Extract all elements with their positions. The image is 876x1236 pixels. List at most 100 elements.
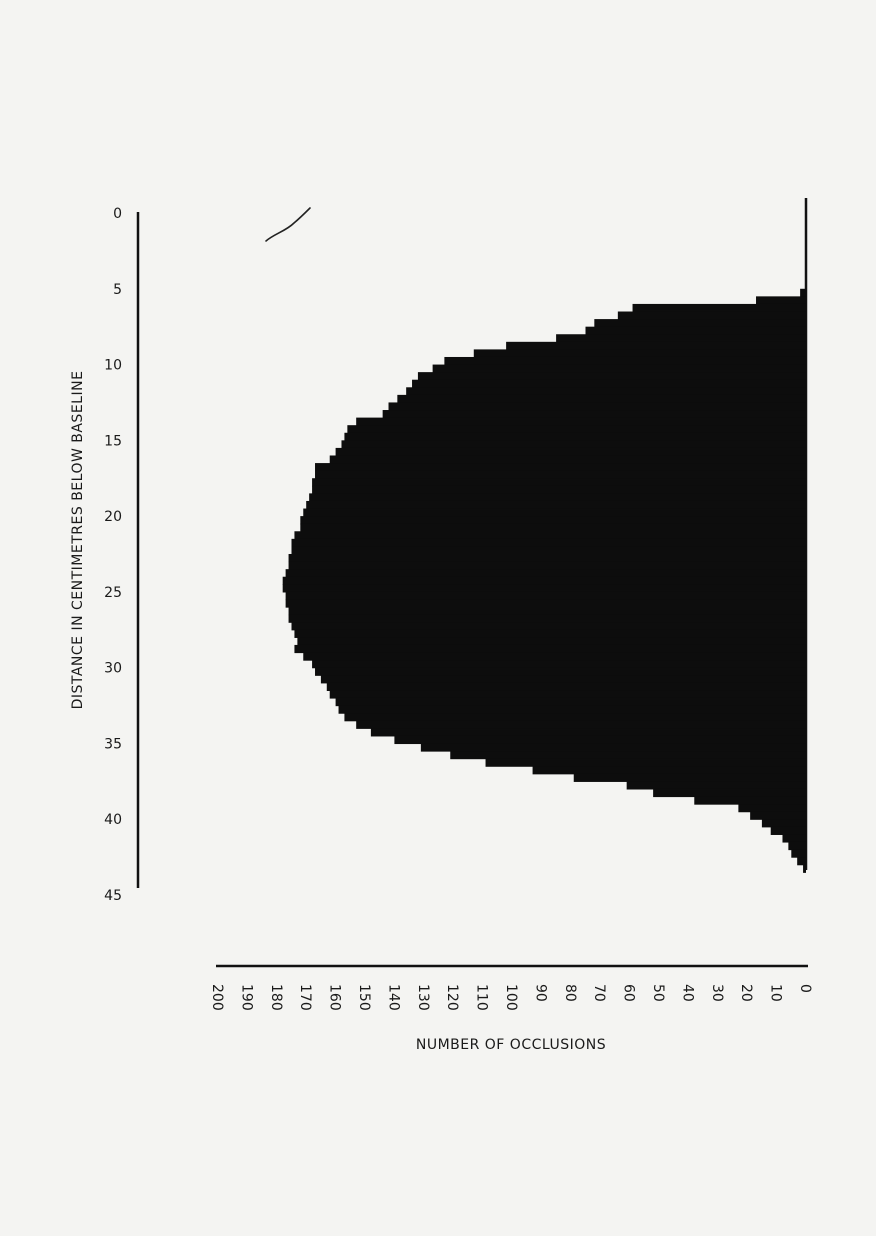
bar [300, 516, 806, 524]
bar [474, 349, 806, 357]
bar [750, 812, 806, 820]
bar [397, 395, 806, 403]
bar [297, 637, 806, 645]
bar [412, 380, 806, 388]
bar [336, 698, 806, 706]
bar [633, 304, 806, 312]
bar [574, 774, 806, 782]
x-tick-label: 100 [503, 984, 519, 1011]
bar [533, 766, 806, 774]
bar [294, 630, 806, 638]
bar [433, 365, 806, 373]
y-tick-label: 15 [104, 433, 122, 449]
x-tick-label: 30 [709, 984, 725, 1002]
bar [450, 751, 806, 759]
pen-mark [266, 208, 310, 241]
bar-series [283, 289, 806, 873]
bar [371, 728, 806, 736]
bar [394, 736, 806, 744]
bar [294, 645, 806, 653]
x-tick-label: 10 [768, 984, 784, 1002]
bar [303, 653, 806, 661]
x-tick-labels: 200 190 180 170 160 150 140 130 120 110 100 90 80 70 6… [209, 984, 813, 1011]
bar [694, 796, 806, 804]
x-tick-label: 170 [297, 984, 313, 1011]
bar [292, 622, 807, 630]
x-tick-label: 0 [797, 984, 813, 993]
bar [782, 834, 806, 842]
bar [289, 607, 806, 615]
bar [283, 577, 806, 585]
x-tick-label: 120 [444, 984, 460, 1011]
bar [315, 471, 806, 479]
bar [315, 668, 806, 676]
bar [289, 615, 806, 623]
bar [738, 804, 806, 812]
bar [594, 319, 806, 327]
bar [347, 425, 806, 433]
bar [406, 387, 806, 395]
bar [339, 706, 806, 714]
bar [627, 781, 806, 789]
bar [618, 312, 806, 320]
bar [294, 531, 806, 539]
x-tick-label: 140 [385, 984, 401, 1011]
bar [309, 493, 806, 501]
bar [771, 827, 806, 835]
bar [586, 327, 807, 335]
bar [344, 433, 806, 441]
x-tick-label: 110 [474, 984, 490, 1011]
bar [286, 592, 806, 600]
bar [756, 296, 806, 304]
y-tick-label: 10 [104, 358, 122, 374]
bar [421, 743, 806, 751]
x-tick-label: 40 [679, 984, 695, 1002]
y-tick-label: 40 [104, 812, 122, 828]
bar [312, 486, 806, 494]
x-tick-label: 190 [238, 984, 254, 1011]
bar [292, 546, 807, 554]
bar [418, 372, 806, 380]
x-tick-label: 60 [621, 984, 637, 1002]
y-tick-label: 35 [104, 736, 122, 752]
x-tick-label: 200 [209, 984, 225, 1011]
bar [356, 418, 806, 426]
x-axis-title: NUMBER OF OCCLUSIONS [416, 1037, 606, 1053]
bar [803, 865, 806, 873]
y-tick-label: 5 [113, 282, 122, 298]
bar [315, 463, 806, 471]
bar [653, 789, 806, 797]
x-tick-label: 180 [268, 984, 284, 1011]
bar [312, 478, 806, 486]
y-tick-label: 0 [113, 206, 122, 222]
bar [344, 713, 806, 721]
bar [444, 357, 806, 365]
x-tick-label: 80 [562, 984, 578, 1002]
bar [330, 455, 806, 463]
bar [303, 509, 806, 517]
bar [791, 850, 806, 858]
bar [486, 759, 806, 767]
y-tick-label: 45 [104, 888, 122, 904]
bar [312, 660, 806, 668]
x-tick-label: 150 [356, 984, 372, 1011]
bar [506, 342, 806, 350]
x-tick-label: 90 [532, 984, 548, 1002]
x-tick-label: 130 [415, 984, 431, 1011]
bar [292, 539, 807, 547]
x-tick-label: 160 [327, 984, 343, 1011]
bar [341, 440, 806, 448]
bar [289, 554, 806, 562]
bar [286, 599, 806, 607]
bar [800, 289, 806, 297]
bar [327, 683, 806, 691]
bar [330, 690, 806, 698]
bar [356, 721, 806, 729]
bar [321, 675, 806, 683]
y-tick-labels: 0 5 10 15 20 25 30 35 40 45 [104, 206, 122, 904]
bar [762, 819, 806, 827]
y-tick-label: 30 [104, 661, 122, 677]
y-tick-label: 20 [104, 509, 122, 525]
bar [306, 501, 806, 509]
